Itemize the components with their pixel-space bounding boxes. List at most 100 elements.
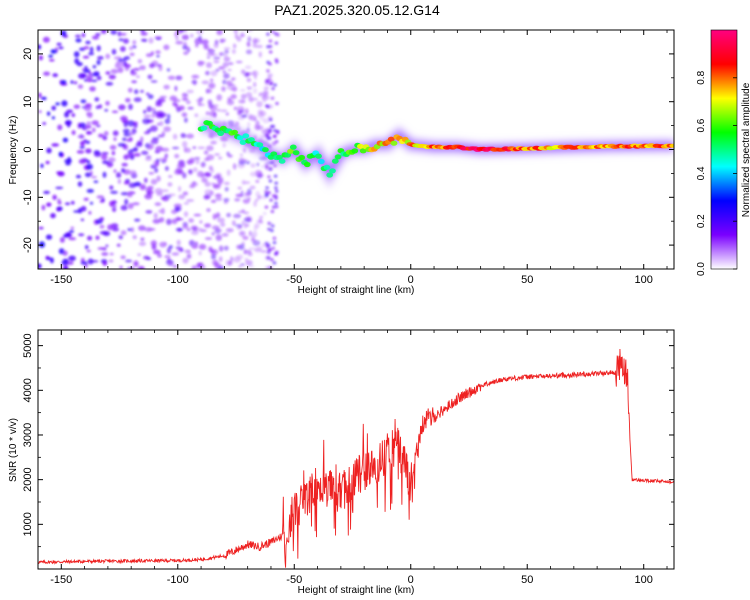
noise-speck xyxy=(252,240,261,247)
noise-speck xyxy=(239,243,245,251)
noise-speck xyxy=(102,261,108,266)
snr-x-axis: -150 -100 -50 0 50 100 xyxy=(37,330,668,586)
noise-speck xyxy=(247,36,252,43)
noise-speck xyxy=(135,75,140,78)
noise-speck xyxy=(271,124,276,128)
noise-speck xyxy=(236,244,242,250)
noise-speck xyxy=(111,110,119,114)
noise-speck xyxy=(223,53,228,58)
noise-speck xyxy=(195,158,200,165)
noise-speck xyxy=(174,169,182,175)
noise-speck xyxy=(207,48,211,51)
noise-speck xyxy=(254,248,262,253)
noise-speck xyxy=(268,50,273,54)
noise-speck xyxy=(79,146,85,149)
ridge-blob xyxy=(287,148,294,154)
noise-speck xyxy=(223,47,231,50)
noise-speck xyxy=(223,181,230,186)
noise-speck xyxy=(169,95,177,102)
noise-speck xyxy=(57,124,63,131)
noise-speck xyxy=(263,86,270,90)
noise-speck xyxy=(38,226,44,230)
noise-speck xyxy=(112,206,117,213)
colorbar-tick-label: 0.8 xyxy=(696,70,707,84)
noise-speck xyxy=(156,122,161,126)
noise-speck xyxy=(274,201,278,205)
noise-speck xyxy=(243,248,247,255)
noise-speck xyxy=(190,33,194,38)
noise-speck xyxy=(237,186,243,190)
noise-speck xyxy=(241,179,246,185)
noise-speck xyxy=(127,87,133,93)
noise-speck xyxy=(208,82,216,89)
noise-speck xyxy=(71,130,76,135)
y-tick-label: 5000 xyxy=(22,333,34,357)
ridge-blob xyxy=(292,150,300,156)
noise-speck xyxy=(256,101,263,108)
noise-speck xyxy=(270,224,275,228)
noise-speck xyxy=(268,167,273,171)
noise-speck xyxy=(154,202,162,207)
noise-speck xyxy=(48,59,55,62)
noise-speck xyxy=(62,258,69,262)
noise-speck xyxy=(105,53,111,59)
noise-speck xyxy=(64,202,71,206)
noise-speck xyxy=(138,225,146,231)
noise-speck xyxy=(120,32,127,36)
noise-speck xyxy=(218,256,223,263)
noise-speck xyxy=(132,202,140,206)
noise-speck xyxy=(149,125,158,132)
noise-speck xyxy=(88,52,95,56)
noise-speck xyxy=(101,30,107,34)
noise-speck xyxy=(138,241,147,247)
noise-speck xyxy=(84,103,92,108)
noise-speck xyxy=(167,260,174,267)
noise-speck xyxy=(123,181,130,185)
noise-speck xyxy=(117,67,124,73)
noise-speck xyxy=(262,211,267,216)
noise-speck xyxy=(233,106,237,111)
noise-speck xyxy=(227,154,233,158)
noise-speck xyxy=(250,163,256,168)
noise-speck xyxy=(192,146,197,149)
noise-speck xyxy=(205,70,210,76)
y-tick-label: 3000 xyxy=(22,423,34,447)
noise-speck xyxy=(83,197,89,201)
noise-speck xyxy=(45,160,50,165)
noise-speck xyxy=(42,36,50,43)
noise-speck xyxy=(101,153,108,160)
noise-speck xyxy=(254,124,260,131)
noise-speck xyxy=(184,117,188,123)
noise-speck xyxy=(50,49,58,54)
noise-speck xyxy=(235,60,243,64)
noise-speck xyxy=(194,227,203,231)
noise-speck xyxy=(61,30,67,37)
noise-speck xyxy=(253,225,258,232)
noise-speck xyxy=(150,240,157,247)
noise-speck xyxy=(223,73,230,79)
noise-speck xyxy=(215,234,222,241)
noise-speck xyxy=(244,108,249,115)
noise-speck xyxy=(267,175,271,179)
noise-speck xyxy=(93,71,100,76)
noise-speck xyxy=(230,94,237,100)
ridge-blob xyxy=(329,168,336,174)
noise-speck xyxy=(127,192,133,198)
noise-speck xyxy=(230,256,234,262)
noise-speck xyxy=(271,30,275,34)
ridge-blob xyxy=(334,154,342,160)
noise-speck xyxy=(258,92,264,97)
noise-speck xyxy=(239,109,245,114)
noise-speck xyxy=(156,54,160,58)
noise-speck xyxy=(210,70,218,77)
snr-plot-area xyxy=(38,330,674,569)
noise-speck xyxy=(258,217,263,224)
noise-speck xyxy=(155,50,161,54)
noise-speck xyxy=(247,42,251,47)
noise-speck xyxy=(273,174,278,178)
noise-speck xyxy=(195,98,203,102)
noise-speck xyxy=(212,213,217,220)
noise-speck xyxy=(96,59,101,66)
noise-speck xyxy=(117,178,122,185)
noise-speck xyxy=(213,56,221,60)
